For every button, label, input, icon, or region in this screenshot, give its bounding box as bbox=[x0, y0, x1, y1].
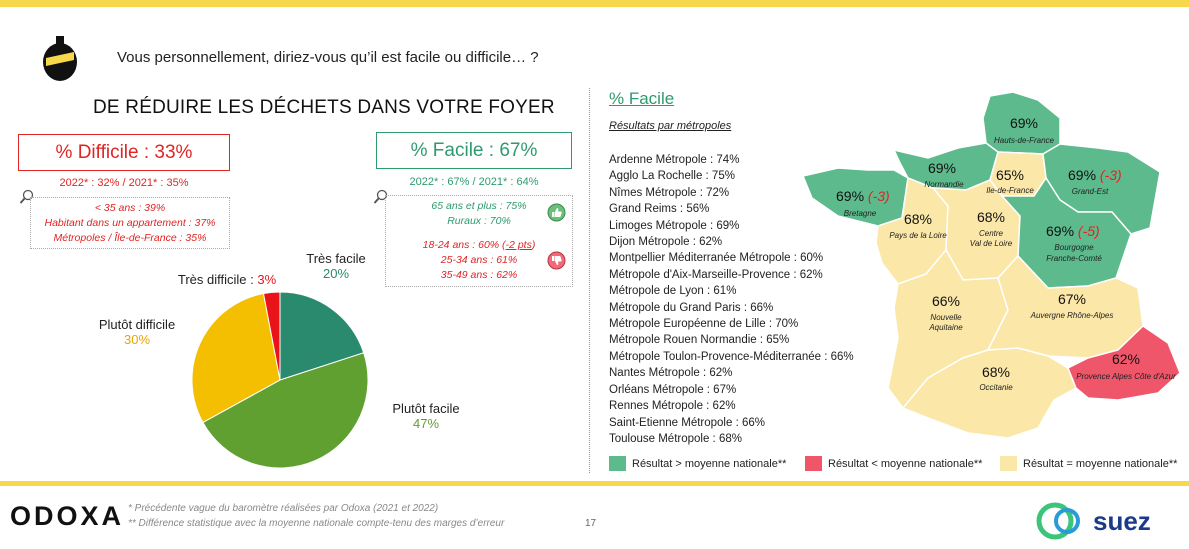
region-name-nouvelle-aquitaine-1: Nouvelle bbox=[930, 313, 962, 322]
region-value-paca: 62% bbox=[1112, 351, 1140, 367]
pie-slice-tr-s-difficile bbox=[262, 291, 281, 381]
region-value-hdf: 69% bbox=[1010, 115, 1038, 131]
metropole-item: Limoges Métropole : 69% bbox=[609, 219, 740, 232]
bottom-accent-bar bbox=[0, 481, 1189, 486]
footnote-1: * Précédente vague du baromètre réalisée… bbox=[128, 503, 439, 514]
facile-detail-down-2: 25-34 ans : 61% bbox=[440, 254, 518, 266]
region-value-normandie: 69% bbox=[928, 160, 956, 176]
facile-detail-down-3: 35-49 ans : 62% bbox=[440, 269, 518, 281]
region-value-bourgogne: 69% (-5) bbox=[1046, 223, 1100, 239]
map-title: % Facile bbox=[609, 89, 675, 108]
metropole-item: Métropole d'Aix-Marseille-Provence : 62% bbox=[609, 268, 823, 281]
region-name-grand-est: Grand-Est bbox=[1072, 187, 1109, 196]
region-value-nouvelle-aquitaine: 66% bbox=[932, 293, 960, 309]
legend-swatch-below bbox=[805, 456, 822, 471]
region-name-idf: Ile-de-France bbox=[986, 186, 1034, 195]
metropole-item: Montpellier Méditerranée Métropole : 60% bbox=[609, 252, 824, 265]
difficile-history: 2022* : 32% / 2021* : 35% bbox=[59, 177, 189, 189]
region-name-pays-loire: Pays de la Loire bbox=[889, 231, 947, 240]
metropole-item: Métropole Toulon-Provence-Méditerranée :… bbox=[609, 350, 854, 363]
metropole-item: Grand Reims : 56% bbox=[609, 203, 710, 216]
facile-history: 2022* : 67% / 2021* : 64% bbox=[409, 176, 539, 188]
region-name-nouvelle-aquitaine-2: Aquitaine bbox=[928, 323, 963, 332]
metropole-item: Métropole de Lyon : 61% bbox=[609, 285, 737, 298]
metropole-item: Métropole Européenne de Lille : 70% bbox=[609, 318, 799, 331]
region-value-occitanie: 68% bbox=[982, 364, 1010, 380]
metropole-item: Dijon Métropole : 62% bbox=[609, 236, 723, 249]
page-number: 17 bbox=[585, 518, 597, 529]
facile-detail-down-1: 18-24 ans : 60% (-2 pts) bbox=[422, 239, 536, 251]
legend-below: Résultat < moyenne nationale** bbox=[805, 456, 982, 471]
difficile-detail-1: < 35 ans : 39% bbox=[94, 202, 166, 214]
difficile-detail-2: Habitant dans un appartement : 37% bbox=[44, 217, 216, 229]
pie-slice-plut-t-difficile bbox=[191, 292, 281, 424]
footnote-2: ** Différence statistique avec la moyenn… bbox=[128, 518, 505, 529]
facile-detail-up-2: Ruraux : 70% bbox=[447, 215, 511, 227]
top-accent-bar bbox=[0, 0, 1189, 7]
metropole-item: Saint-Etienne Métropole : 66% bbox=[609, 416, 765, 429]
metropole-item: Métropole du Grand Paris : 66% bbox=[609, 301, 774, 314]
pie-chart bbox=[191, 291, 369, 469]
legend-above: Résultat > moyenne nationale** bbox=[609, 456, 786, 471]
region-name-hdf: Hauts-de-France bbox=[994, 136, 1055, 145]
difficile-detail-3: Métropoles / Île-de-France : 35% bbox=[53, 232, 207, 244]
legend-swatch-equal bbox=[1000, 456, 1017, 471]
region-value-pays-loire: 68% bbox=[904, 211, 932, 227]
metropole-item: Agglo La Rochelle : 75% bbox=[609, 170, 735, 183]
section-title: DE RÉDUIRE LES DÉCHETS DANS VOTRE FOYER bbox=[93, 97, 555, 118]
legend-equal: Résultat = moyenne nationale** bbox=[1000, 456, 1177, 471]
facile-details: 65 ans et plus : 75% Ruraux : 70% 18-24 … bbox=[385, 195, 573, 287]
region-value-grand-est: 69% (-3) bbox=[1068, 167, 1122, 183]
metropole-item: Nantes Métropole : 62% bbox=[609, 367, 733, 380]
region-value-centre: 68% bbox=[977, 209, 1005, 225]
region-name-centre-1: Centre bbox=[979, 229, 1004, 238]
facile-total-box: % Facile : 67% bbox=[376, 132, 572, 169]
odoxa-logo-icon bbox=[43, 36, 77, 81]
metropoles-list: Ardenne Métropole : 74% Agglo La Rochelle… bbox=[609, 152, 854, 447]
region-name-bourgogne-1: Bourgogne bbox=[1054, 243, 1094, 252]
pie-label-tres-difficile: Très difficile : 3% bbox=[177, 272, 277, 287]
legend-swatch-above bbox=[609, 456, 626, 471]
region-value-bretagne: 69% (-3) bbox=[836, 188, 890, 204]
map-subtitle: Résultats par métropoles bbox=[609, 120, 732, 132]
region-name-normandie: Normandie bbox=[924, 180, 964, 189]
france-map: 69% Hauts-de-France 69% Normandie 65% Il… bbox=[801, 91, 1181, 439]
survey-question: Vous personnellement, diriez-vous qu’il … bbox=[117, 49, 539, 66]
facile-detail-up-1: 65 ans et plus : 75% bbox=[431, 200, 527, 212]
region-name-bourgogne-2: Franche-Comté bbox=[1046, 254, 1102, 263]
thumbs-up-icon bbox=[547, 203, 566, 222]
region-name-bretagne: Bretagne bbox=[844, 209, 877, 218]
metropole-item: Métropole Rouen Normandie : 65% bbox=[609, 334, 790, 347]
metropole-item: Rennes Métropole : 62% bbox=[609, 400, 736, 413]
metropole-item: Toulouse Métropole : 68% bbox=[609, 432, 742, 445]
pie-label-plutot-facile: Plutôt facile 47% bbox=[392, 401, 460, 431]
region-name-centre-2: Val de Loire bbox=[970, 239, 1013, 248]
region-name-paca: Provence Alpes Côte d'Azur bbox=[1076, 372, 1176, 381]
metropole-item: Orléans Métropole : 67% bbox=[609, 383, 737, 396]
thumbs-down-icon bbox=[547, 251, 566, 270]
svg-text:suez: suez bbox=[1093, 506, 1151, 536]
metropole-item: Nîmes Métropole : 72% bbox=[609, 186, 730, 199]
region-name-occitanie: Occitanie bbox=[979, 383, 1013, 392]
difficile-details: < 35 ans : 39% Habitant dans un appartem… bbox=[30, 197, 230, 249]
difficile-total-box: % Difficile : 33% bbox=[18, 134, 230, 171]
pie-slice-tr-s-facile bbox=[279, 291, 365, 381]
pie-slice-plut-t-facile bbox=[202, 352, 369, 469]
region-occitanie bbox=[901, 347, 1077, 439]
region-value-auvergne: 67% bbox=[1058, 291, 1086, 307]
metropole-item: Ardenne Métropole : 74% bbox=[609, 154, 740, 166]
odoxa-brand: ODOXA bbox=[10, 501, 125, 531]
pie-label-plutot-difficile: Plutôt difficile 30% bbox=[98, 317, 176, 347]
region-value-idf: 65% bbox=[996, 167, 1024, 183]
suez-logo-icon: suez bbox=[1036, 502, 1151, 540]
region-paca bbox=[1067, 325, 1181, 401]
vertical-divider bbox=[589, 88, 590, 473]
pie-label-tres-facile: Très facile 20% bbox=[306, 251, 366, 281]
region-name-auvergne: Auvergne Rhône-Alpes bbox=[1030, 311, 1114, 320]
